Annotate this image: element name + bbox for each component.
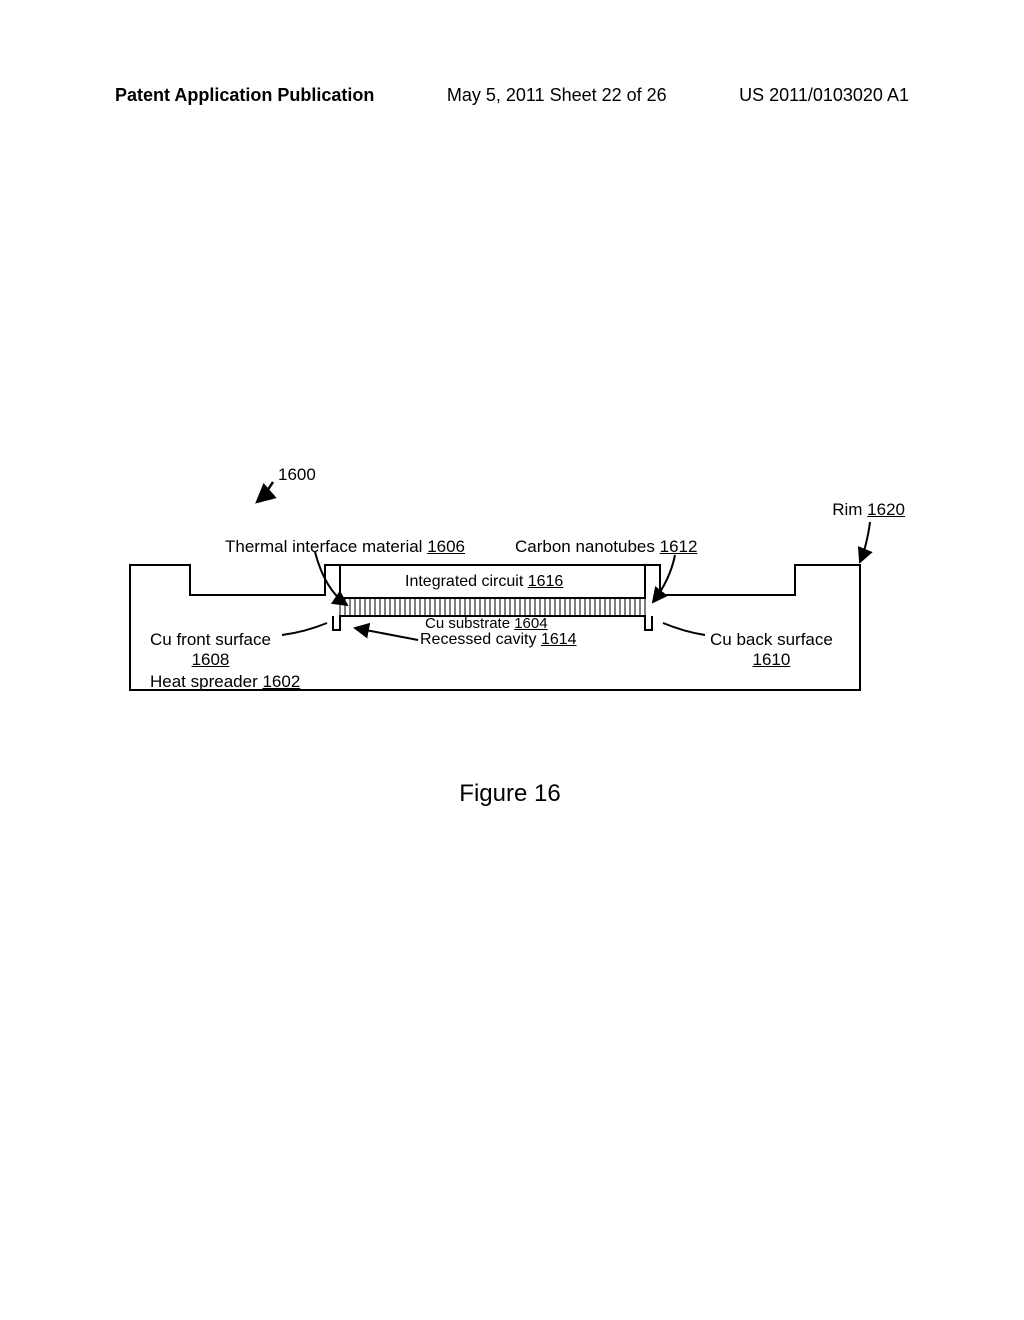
label-heat-spreader: Heat spreader 1602	[150, 672, 300, 692]
header-left: Patent Application Publication	[115, 85, 374, 106]
diagram-area: 1600 Rim 1620 Thermal interface material…	[115, 460, 905, 740]
header-center: May 5, 2011 Sheet 22 of 26	[447, 85, 667, 106]
ref-1600: 1600	[278, 465, 316, 485]
header-right: US 2011/0103020 A1	[739, 85, 909, 106]
label-cu-back-surface: Cu back surface 1610	[710, 630, 833, 670]
diagram-svg	[115, 460, 905, 740]
label-rim: Rim 1620	[832, 500, 905, 520]
label-recessed-cavity: Recessed cavity 1614	[420, 631, 577, 649]
label-cu-front-surface: Cu front surface 1608	[150, 630, 271, 670]
figure-container: 1600 Rim 1620 Thermal interface material…	[115, 460, 905, 808]
figure-caption: Figure 16	[115, 780, 905, 808]
leader-recessed-cavity	[355, 628, 418, 640]
label-integrated-circuit: Integrated circuit 1616	[405, 573, 563, 591]
page-header: Patent Application Publication May 5, 20…	[0, 85, 1024, 106]
leader-front-surface	[282, 623, 327, 635]
leader-rim	[860, 522, 870, 562]
leader-back-surface	[663, 623, 705, 635]
label-cu-substrate: Cu substrate 1604	[425, 615, 548, 632]
ref-1600-text: 1600	[278, 465, 316, 484]
label-thermal-interface: Thermal interface material 1606	[225, 537, 465, 557]
nanotubes-hatch	[340, 598, 645, 616]
ref-arrow-1600	[257, 482, 273, 502]
label-carbon-nanotubes: Carbon nanotubes 1612	[515, 537, 697, 557]
